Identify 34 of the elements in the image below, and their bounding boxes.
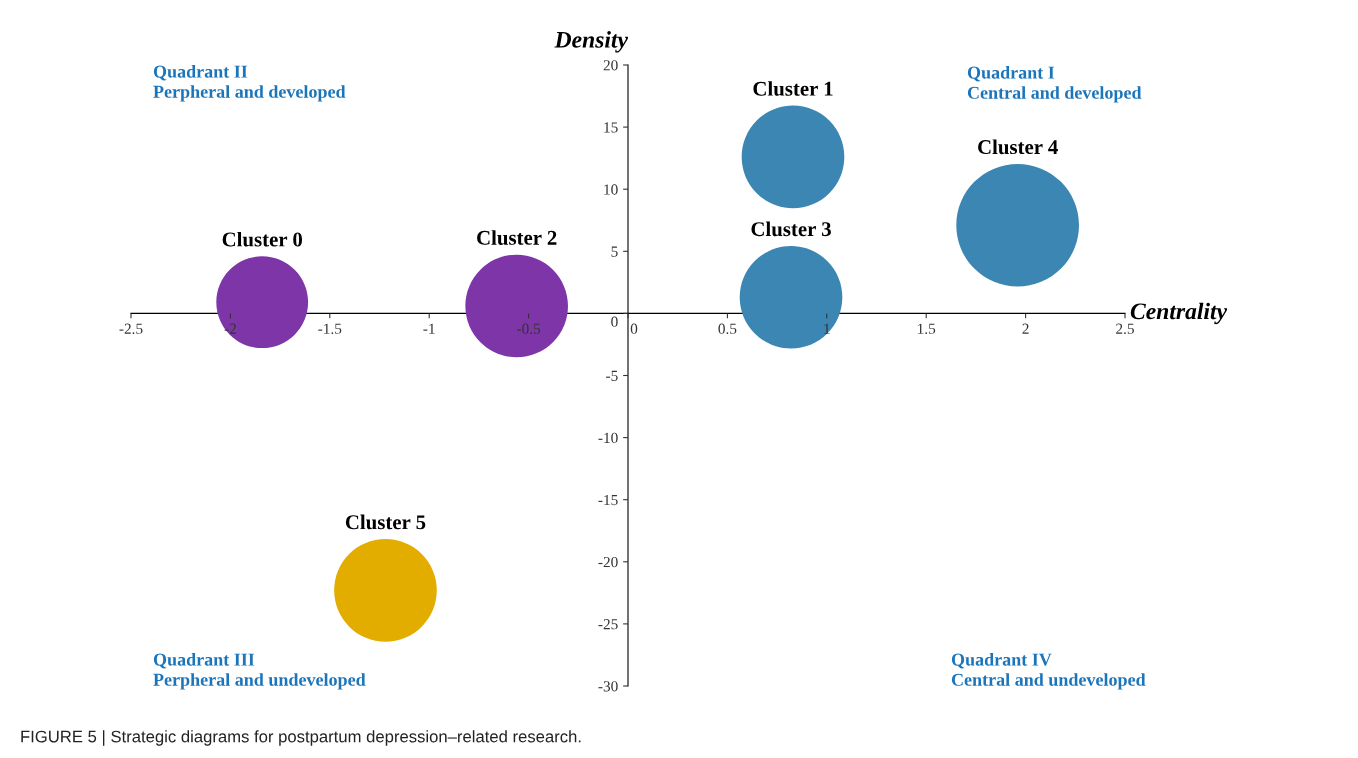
x-tick-label: -0.5 [517,323,541,334]
y-tick-label: -15 [598,494,618,506]
x-tick-label: 0.5 [718,323,737,334]
y-tick-label: -25 [598,619,618,630]
y-tick-label: 10 [604,184,618,195]
y-tick-label: -30 [598,681,618,692]
x-tick-label: -1.5 [318,323,342,334]
series-label: Cluster 3 [751,221,831,237]
annotation: Quadrant IV Central and undeveloped [951,653,1146,690]
x-tick-label: 0 [630,323,638,334]
x-tick-label: -2.5 [119,323,143,334]
x-tick-label: -1 [423,323,435,334]
series-label: Cluster 4 [978,139,1058,155]
x-tick-label: -2 [224,323,236,334]
y-tick-label: -10 [598,432,618,444]
annotation: Quadrant I Central and developed [967,66,1142,103]
annotation: Quadrant II Perpheral and developed [153,65,346,102]
series-label: Cluster 0 [222,231,303,247]
x-tick-label: 2.5 [1116,323,1134,334]
y-tick-label: -5 [606,370,618,381]
y-tick-label: 5 [611,246,618,257]
y-axis-title: Density [554,31,629,53]
x-tick-label: 2 [1022,323,1029,334]
y-tick-label: 0 [611,316,618,327]
x-tick-label: 1 [824,323,830,334]
series-label: Cluster 1 [753,81,833,96]
caption: FIGURE 5 | Strategic diagrams for postpartum depression–related research. [21,730,581,746]
y-tick-label: 15 [604,122,618,133]
y-tick-label: 20 [603,60,618,71]
series-label: Cluster 5 [345,514,426,530]
x-tick-label: 1.5 [918,323,936,334]
series-label: Cluster 2 [477,230,557,245]
annotation: Quadrant III Perpheral and undeveloped [153,653,366,690]
y-tick-label: -20 [598,556,618,568]
